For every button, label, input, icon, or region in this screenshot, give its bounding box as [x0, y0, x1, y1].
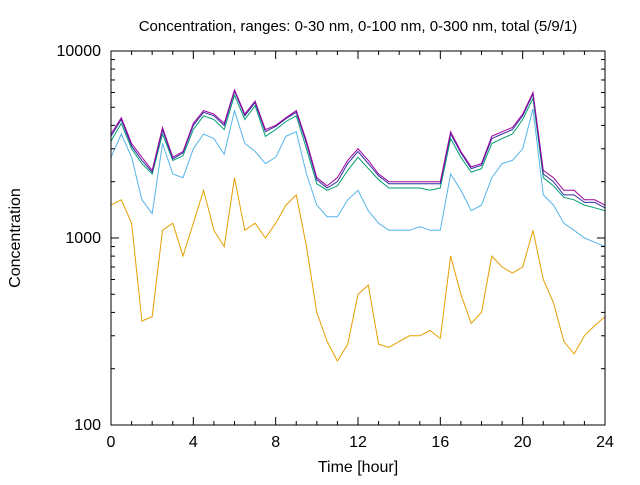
x-tick-label: 0: [107, 434, 116, 451]
x-tick-label: 24: [596, 434, 614, 451]
series-layer: [110, 88, 606, 363]
y-tick-label: 1000: [65, 230, 101, 247]
series-line-2: [110, 89, 606, 209]
x-tick-label: 20: [514, 434, 532, 451]
x-tick-label: 16: [431, 434, 449, 451]
series-line-3: [110, 93, 606, 212]
chart-title: Concentration, ranges: 0-30 nm, 0-100 nm…: [139, 18, 578, 35]
x-tick-label: 4: [189, 434, 198, 451]
series-line-4: [110, 108, 606, 248]
series-line-5: [110, 177, 606, 363]
y-tick-label: 100: [74, 417, 101, 434]
y-axis-label: Concentration: [7, 188, 24, 288]
series-line-1: [110, 88, 606, 206]
y-tick-label: 10000: [57, 43, 102, 60]
x-tick-label: 8: [271, 434, 280, 451]
x-tick-label: 12: [349, 434, 367, 451]
plot-frame: [110, 50, 606, 426]
x-axis-label: Time [hour]: [318, 459, 398, 476]
tick-layer: 0 4 8 12 16 20 24 100 1000 10000: [57, 43, 615, 451]
